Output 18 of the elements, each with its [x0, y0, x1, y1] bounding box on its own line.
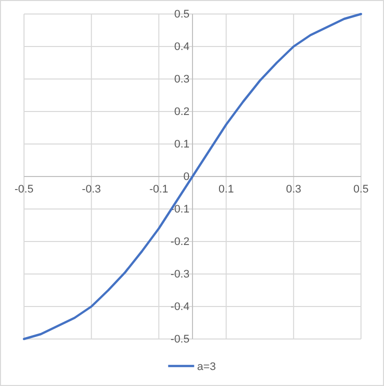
y-tick-label: 0.3 [174, 74, 190, 86]
y-tick-label: 0.5 [174, 8, 190, 21]
x-tick-label: 0.5 [353, 183, 369, 196]
y-tick-label: -0.3 [170, 268, 190, 281]
y-tick-label: 0.2 [174, 106, 190, 118]
y-tick-label: -0.1 [170, 204, 190, 216]
legend-label: a=3 [197, 360, 216, 373]
x-tick-label: 0.3 [286, 183, 302, 196]
x-tick-label: -0.5 [14, 183, 34, 196]
x-tick-label: -0.1 [149, 183, 168, 196]
y-tick-label: -0.4 [170, 301, 190, 314]
x-tick-label: 0.1 [218, 183, 234, 196]
x-tick-label: -0.3 [82, 183, 101, 196]
y-tick-label: -0.5 [170, 334, 190, 346]
y-tick-label: 0 [183, 171, 190, 184]
y-tick-label: 0.4 [174, 41, 190, 54]
y-tick-label: -0.2 [170, 236, 190, 248]
y-tick-label: 0.1 [174, 138, 190, 151]
